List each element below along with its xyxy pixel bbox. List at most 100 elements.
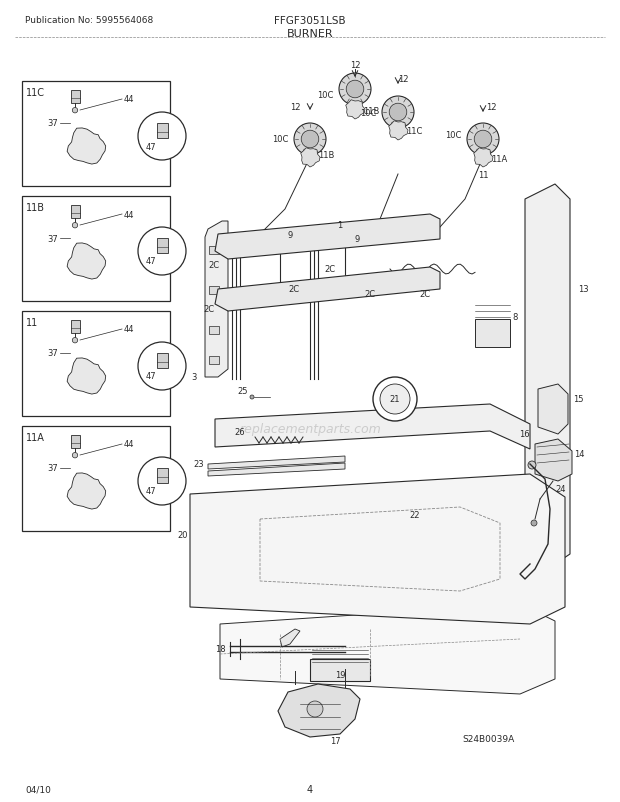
Circle shape [307, 701, 323, 717]
Text: 47: 47 [146, 142, 157, 152]
Polygon shape [215, 268, 440, 312]
Circle shape [467, 124, 499, 156]
Text: 9: 9 [355, 235, 360, 244]
Text: 04/10: 04/10 [25, 784, 51, 793]
Circle shape [531, 520, 537, 526]
Text: 11B: 11B [318, 150, 334, 160]
Circle shape [138, 113, 186, 160]
Text: 12: 12 [290, 103, 300, 111]
Text: 9: 9 [288, 230, 293, 239]
Bar [156, 239, 167, 253]
Text: 22: 22 [410, 510, 420, 519]
Bar [209, 326, 219, 334]
Text: 26: 26 [234, 428, 245, 437]
Polygon shape [205, 221, 228, 378]
Polygon shape [538, 384, 568, 435]
Circle shape [77, 497, 81, 500]
Text: 11B: 11B [26, 203, 45, 213]
Polygon shape [215, 404, 530, 449]
Text: 12: 12 [485, 103, 496, 112]
Circle shape [79, 136, 83, 139]
Text: 20: 20 [177, 530, 188, 539]
Circle shape [294, 124, 326, 156]
Bar [156, 468, 167, 484]
Polygon shape [389, 122, 408, 141]
Bar [22, 82, 170, 187]
Text: 24: 24 [555, 485, 565, 494]
Bar [222, 289, 234, 302]
Circle shape [250, 395, 254, 399]
Bar [22, 312, 170, 416]
Bar [71, 206, 79, 219]
Text: 14: 14 [574, 450, 585, 459]
Text: BURNER: BURNER [286, 29, 334, 39]
Text: 37: 37 [47, 119, 58, 128]
Polygon shape [301, 148, 320, 168]
Circle shape [89, 270, 93, 273]
Circle shape [79, 365, 83, 369]
Bar [156, 124, 167, 139]
Text: 3: 3 [192, 373, 197, 382]
Text: 44: 44 [124, 440, 135, 449]
Polygon shape [67, 358, 105, 395]
Polygon shape [220, 604, 555, 695]
Text: 11C: 11C [406, 127, 422, 136]
Text: FFGF3051LSB: FFGF3051LSB [274, 16, 346, 26]
Circle shape [474, 131, 492, 148]
Circle shape [89, 385, 93, 389]
Text: 11: 11 [478, 170, 489, 180]
Circle shape [382, 97, 414, 129]
Polygon shape [525, 184, 570, 565]
Bar [475, 320, 510, 347]
Text: 10C: 10C [272, 136, 288, 144]
Text: 15: 15 [573, 395, 583, 404]
Circle shape [96, 371, 99, 375]
Polygon shape [386, 390, 405, 409]
Text: 25: 25 [237, 387, 248, 396]
Text: 2C: 2C [204, 305, 215, 314]
Text: replacementparts.com: replacementparts.com [239, 423, 381, 436]
Text: 18: 18 [215, 645, 226, 654]
Bar [156, 354, 167, 369]
Text: S24B0039A: S24B0039A [462, 735, 514, 743]
Text: 8: 8 [512, 313, 517, 322]
Circle shape [73, 223, 78, 229]
Text: 19: 19 [335, 670, 345, 679]
Circle shape [73, 338, 78, 343]
Text: 16: 16 [520, 430, 530, 439]
Text: 47: 47 [146, 257, 157, 266]
Circle shape [89, 500, 93, 504]
Text: 11: 11 [26, 318, 38, 327]
Text: 1: 1 [337, 221, 343, 229]
Bar [22, 427, 170, 532]
Text: 11A: 11A [26, 432, 45, 443]
Polygon shape [208, 456, 345, 469]
Text: 10C: 10C [445, 131, 461, 140]
Bar [310, 659, 370, 681]
Circle shape [96, 142, 99, 145]
Text: 12: 12 [350, 60, 360, 70]
Text: 13: 13 [578, 286, 588, 294]
Circle shape [73, 108, 78, 114]
Circle shape [389, 104, 407, 122]
Circle shape [77, 268, 81, 271]
Circle shape [79, 250, 83, 253]
Text: 12: 12 [398, 75, 408, 84]
Circle shape [528, 461, 536, 469]
Bar [339, 278, 351, 293]
Bar [71, 435, 79, 448]
Bar [209, 357, 219, 365]
Text: 37: 37 [47, 234, 58, 243]
Bar [22, 196, 170, 302]
Bar [209, 247, 219, 255]
Bar [409, 272, 421, 286]
Text: 10C: 10C [360, 108, 376, 117]
Text: 10C: 10C [317, 91, 333, 99]
Text: 21: 21 [390, 395, 401, 404]
Text: 2C: 2C [365, 290, 376, 299]
Circle shape [138, 342, 186, 391]
Circle shape [373, 378, 417, 422]
Circle shape [77, 153, 81, 156]
Text: 2C: 2C [324, 265, 335, 274]
Text: 47: 47 [146, 487, 157, 496]
